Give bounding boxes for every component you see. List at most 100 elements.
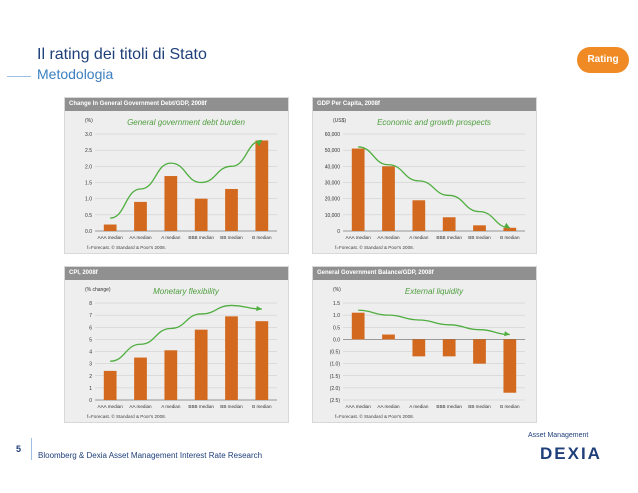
y-tick-label: 2 [89, 374, 92, 380]
y-tick-label: (0.5) [330, 350, 341, 356]
chart-annotation: Economic and growth prospects [377, 118, 491, 127]
y-tick-label: 5 [89, 337, 92, 343]
x-tick-label: B median [252, 404, 272, 409]
y-tick-label: 3 [89, 362, 92, 368]
bar-a-median [164, 350, 178, 400]
x-tick-label: AA median [377, 404, 400, 409]
bar-b-median [255, 140, 269, 231]
y-tick-label: 20,000 [325, 197, 341, 203]
bar-a-median [412, 200, 426, 231]
x-tick-label: BB median [468, 404, 491, 409]
chart-note: f=Forecast. © Standard & Poor's 2008. [335, 244, 414, 250]
logo-caption: Asset Management [528, 432, 589, 439]
bar-a-median [412, 339, 426, 357]
x-tick-label: BB median [220, 404, 243, 409]
chart-note: f=Forecast. © Standard & Poor's 2008. [87, 413, 166, 419]
y-tick-label: 0.0 [333, 337, 340, 343]
x-tick-label: A median [161, 235, 181, 240]
y-tick-label: (2.0) [330, 386, 341, 392]
y-tick-label: 0.5 [333, 325, 340, 331]
y-tick-label: 2.0 [85, 164, 92, 170]
y-tick-label: 4 [89, 350, 92, 356]
y-axis-label: (US$) [333, 118, 346, 124]
bar-aaa-median [351, 148, 365, 231]
y-tick-label: 7 [89, 313, 92, 319]
x-tick-label: B median [500, 235, 520, 240]
chart-panel-balance: General Government Balance/GDP, 2008f (%… [312, 266, 537, 423]
y-tick-label: 40,000 [325, 164, 341, 170]
y-tick-label: (2.5) [330, 398, 341, 404]
debt-chart: (%) General government debt burden 0.0 0.5 1… [85, 118, 277, 250]
x-tick-label: BBB median [436, 404, 462, 409]
y-axis-label: (% change) [85, 287, 111, 293]
chart-annotation: Monetary flexibility [153, 287, 220, 296]
y-tick-label: 60,000 [325, 132, 341, 138]
trend-line [358, 146, 510, 229]
bar-a-median [164, 176, 178, 231]
bar-bb-median [225, 188, 238, 231]
y-tick-label: 0 [337, 229, 340, 235]
bar-aaa-median [103, 224, 117, 231]
bar-aa-median [134, 201, 147, 231]
dexia-logo: DEXIA [540, 444, 602, 463]
y-tick-label: 1.5 [333, 301, 340, 307]
x-tick-label: A median [161, 404, 181, 409]
footer-source: Bloomberg & Dexia Asset Management Inter… [38, 451, 263, 460]
x-tick-label: BBB median [436, 235, 462, 240]
y-tick-label: 8 [89, 301, 92, 307]
x-tick-label: BB median [220, 235, 243, 240]
chart-title: General Government Balance/GDP, 2008f [313, 267, 536, 280]
y-axis-label: (%) [333, 287, 341, 293]
y-axis-label: (%) [85, 118, 93, 124]
balance-chart: (%) External liquidity (2.5) (2.0) (1.5) (1.0… [330, 287, 525, 419]
chart-title: GDP Per Capita, 2008f [313, 98, 536, 111]
section-badge: Rating [577, 47, 629, 73]
bar-bbb-median [194, 198, 208, 231]
x-tick-label: BBB median [188, 404, 214, 409]
trend-arrowhead [256, 140, 262, 146]
y-tick-label: 0 [89, 398, 92, 404]
trend-arrowhead [504, 331, 510, 337]
x-tick-label: AAA median [346, 235, 372, 240]
bar-bbb-median [442, 339, 456, 357]
x-tick-label: A median [409, 404, 429, 409]
bar-aa-median [134, 357, 147, 400]
trend-line [110, 139, 262, 219]
y-tick-label: 1.5 [85, 181, 92, 187]
y-tick-label: (1.5) [330, 374, 341, 380]
y-tick-label: (1.0) [330, 362, 341, 368]
cpi-chart: (% change) Monetary flexibility 0 1 2 3 4 5 6 7 8 A… [85, 287, 277, 419]
chart-title: CPI, 2008f [65, 267, 288, 280]
page-subtitle: Metodologia [37, 66, 114, 82]
chart-note: f=Forecast. © Standard & Poor's 2008. [335, 413, 414, 419]
y-tick-label: 10,000 [325, 213, 341, 219]
chart-panel-debt: Change In General Government Debt/GDP, 2… [64, 97, 289, 254]
bar-aaa-median [103, 370, 117, 400]
y-tick-label: 1.0 [333, 313, 340, 319]
bar-b-median [503, 339, 517, 393]
gdp-chart: (US$) Economic and growth prospects 0 10,00… [325, 118, 525, 250]
y-tick-label: 1 [89, 386, 92, 392]
trend-line [358, 309, 510, 336]
y-tick-label: 6 [89, 325, 92, 331]
bar-bbb-median [194, 329, 208, 400]
page-number: 5 [16, 444, 22, 454]
x-tick-label: AA median [377, 235, 400, 240]
x-tick-label: B median [252, 235, 272, 240]
chart-panel-cpi: CPI, 2008f (% change) Monetary flexibilit… [64, 266, 289, 423]
y-tick-label: 3.0 [85, 132, 92, 138]
y-tick-label: 30,000 [325, 181, 341, 187]
x-tick-label: B median [500, 404, 520, 409]
chart-panel-gdp: GDP Per Capita, 2008f (US$) Economic and … [312, 97, 537, 254]
x-tick-label: AAA median [98, 235, 124, 240]
bar-bb-median [225, 316, 238, 400]
trend-arrowhead [256, 305, 262, 312]
bar-bbb-median [442, 217, 456, 231]
bar-b-median [503, 227, 517, 231]
y-tick-label: 0.0 [85, 229, 92, 235]
trend-line [110, 304, 262, 362]
footer-divider [31, 438, 32, 460]
y-tick-label: 50,000 [325, 148, 341, 154]
page-title: Il rating dei titoli di Stato [37, 46, 207, 63]
bar-aa-median [382, 166, 395, 231]
